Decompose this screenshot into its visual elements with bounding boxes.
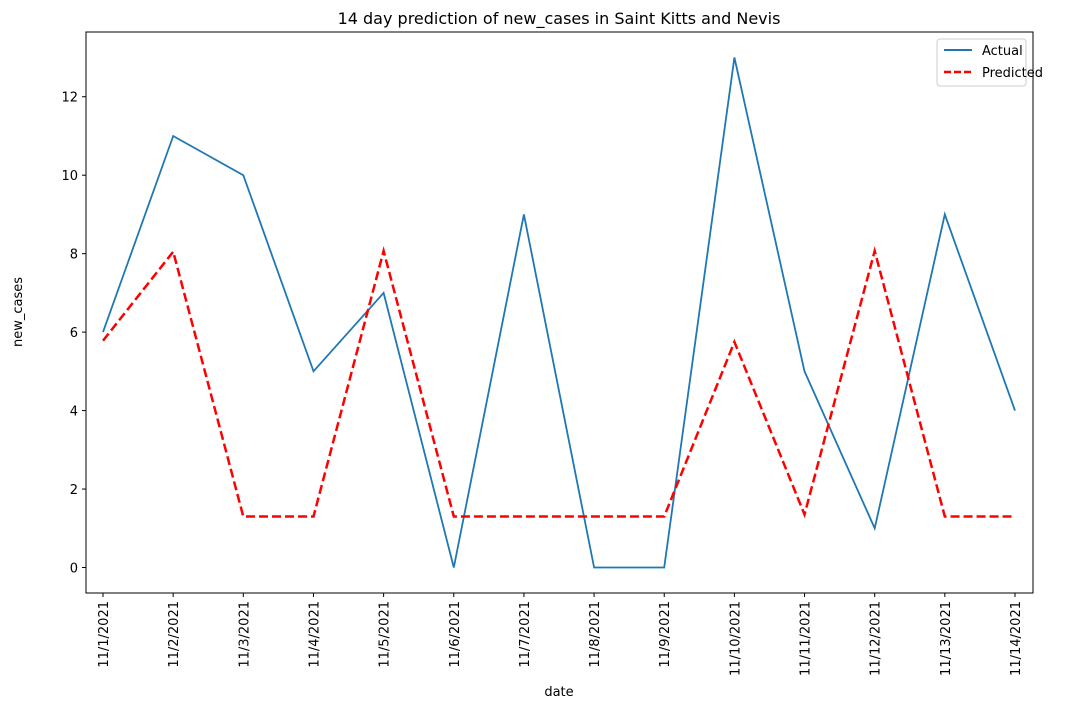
x-tick-label: 11/14/2021: [1009, 601, 1024, 676]
x-tick-label: 11/7/2021: [518, 601, 533, 668]
x-tick-label: 11/12/2021: [869, 601, 884, 676]
legend-label-predicted: Predicted: [982, 66, 1043, 81]
x-tick-label: 11/8/2021: [588, 601, 603, 668]
y-tick-label: 6: [70, 326, 78, 341]
chart-title: 14 day prediction of new_cases in Saint …: [338, 9, 781, 29]
y-tick-label: 10: [61, 169, 78, 184]
y-axis-ticks: 0 2 4 6 8 10 12: [61, 91, 86, 577]
y-tick-label: 12: [61, 91, 78, 106]
x-tick-label: 11/10/2021: [728, 601, 743, 676]
y-tick-label: 0: [70, 562, 78, 577]
x-tick-label: 11/6/2021: [448, 601, 463, 668]
y-tick-label: 2: [70, 483, 78, 498]
x-axis-ticks: 11/1/2021 11/2/2021 11/3/2021 11/4/2021 11/5…: [97, 593, 1024, 676]
x-tick-label: 11/2/2021: [167, 601, 182, 668]
y-tick-label: 4: [70, 405, 78, 420]
plot-area: [85, 31, 1034, 594]
x-tick-label: 11/3/2021: [237, 601, 252, 668]
x-tick-label: 11/13/2021: [939, 601, 954, 676]
y-axis-label: new_cases: [11, 277, 26, 347]
series-line-actual: [102, 57, 1016, 569]
series-layer: [102, 57, 1016, 569]
x-axis-label: date: [544, 685, 573, 700]
legend: Actual Predicted: [936, 38, 1043, 87]
x-tick-label: 11/1/2021: [97, 601, 112, 668]
legend-label-actual: Actual: [982, 44, 1023, 59]
series-line-predicted: [102, 246, 1015, 519]
x-tick-label: 11/11/2021: [799, 601, 814, 676]
x-tick-label: 11/5/2021: [378, 601, 393, 668]
y-tick-label: 8: [70, 248, 78, 263]
x-tick-label: 11/9/2021: [658, 601, 673, 668]
x-tick-label: 11/4/2021: [307, 601, 322, 668]
